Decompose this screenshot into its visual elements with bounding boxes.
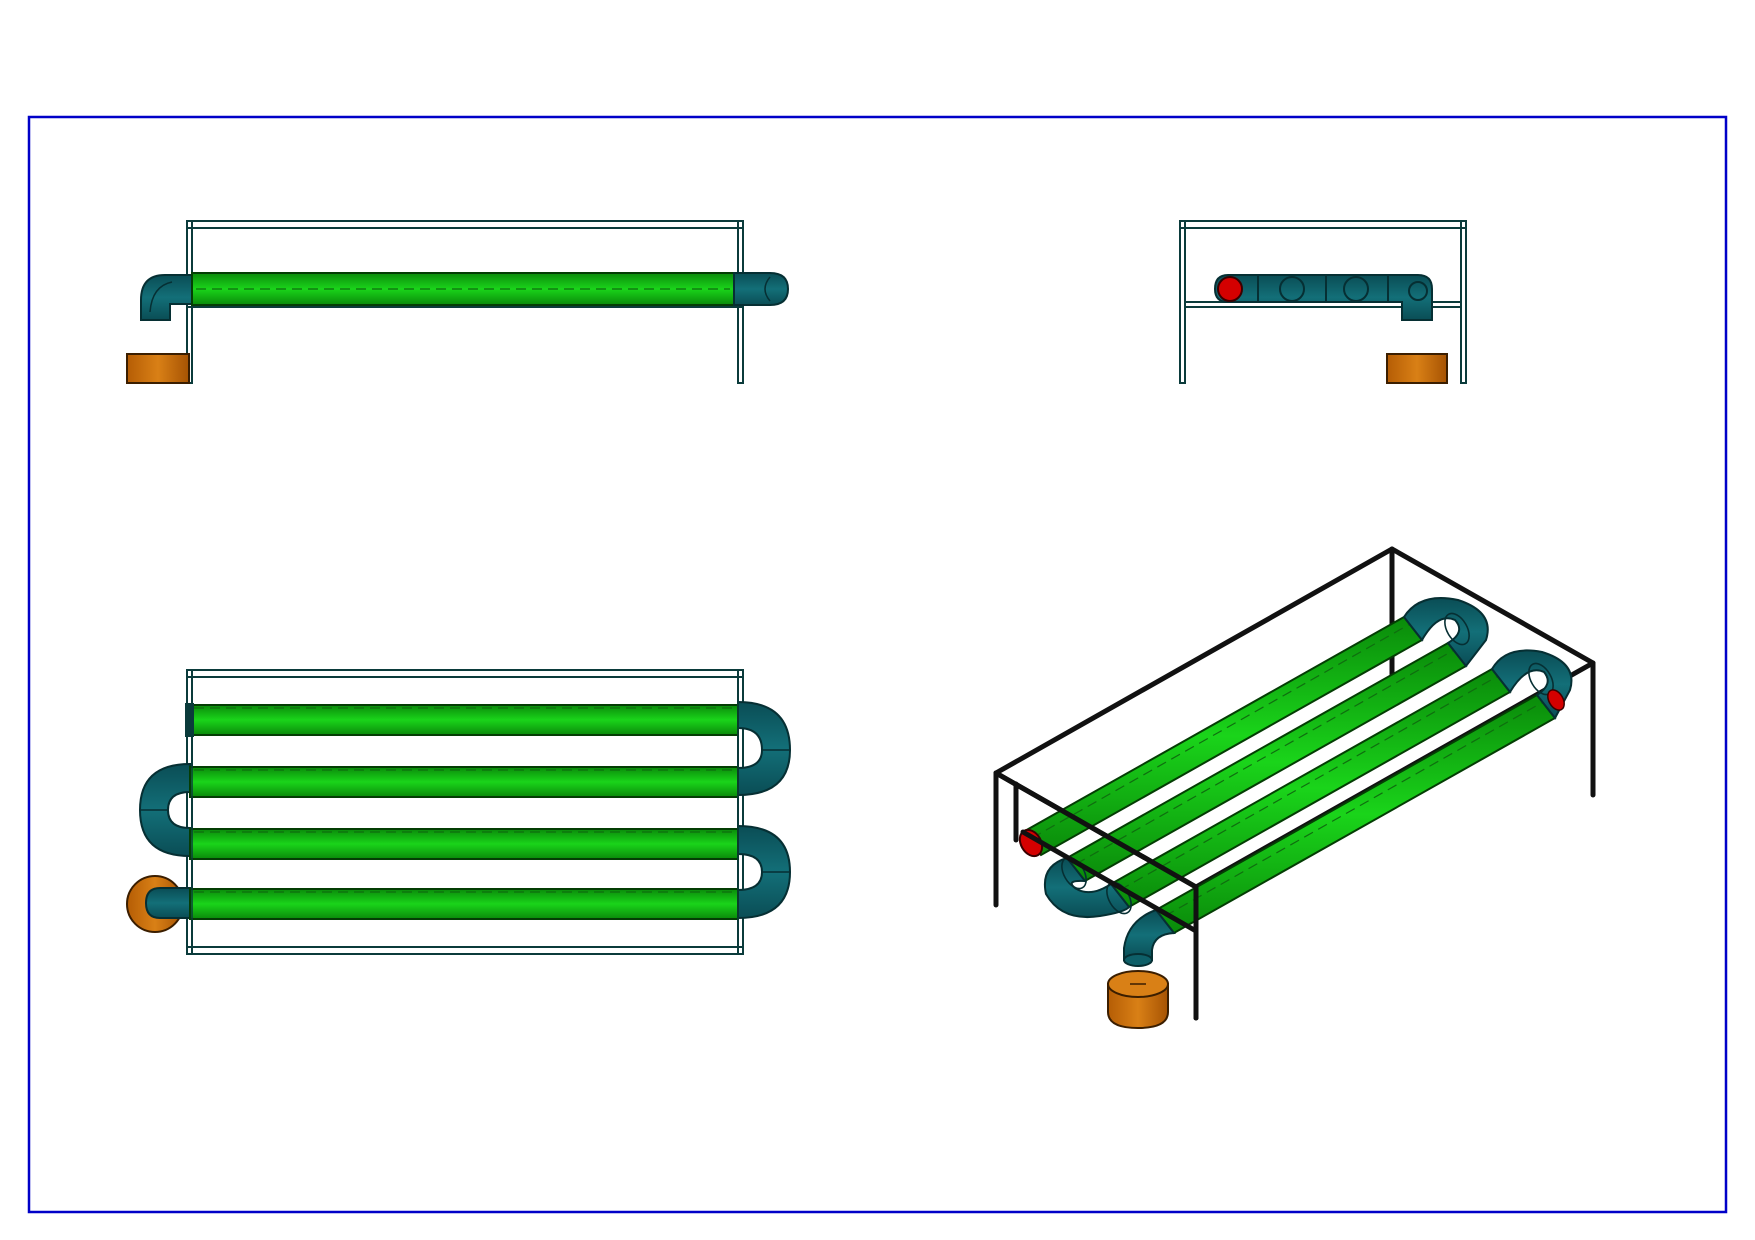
iso-bend-back-1 xyxy=(1402,597,1489,668)
tube-4 xyxy=(189,888,739,920)
front-end-bend xyxy=(733,272,790,306)
tube-2 xyxy=(189,766,739,798)
top-tube-hidden-lines xyxy=(194,707,734,893)
iso-base-block xyxy=(1107,970,1169,1030)
sheet-border xyxy=(27,115,1728,1214)
top-bend-seams xyxy=(140,749,790,873)
side-tube-row xyxy=(1213,274,1433,321)
tube-1-end-cap xyxy=(185,703,194,737)
iso-tubes xyxy=(1021,615,1557,935)
front-elbow-seam xyxy=(149,281,173,313)
iso-inlet-elbow-end xyxy=(1123,953,1153,967)
tube-1 xyxy=(186,704,739,736)
top-view xyxy=(126,669,792,955)
top-bend-right-1 xyxy=(737,700,792,797)
front-base-block xyxy=(126,353,190,384)
top-tubes xyxy=(186,704,739,920)
front-inlet-elbow xyxy=(140,274,193,321)
tube-3 xyxy=(189,828,739,860)
iso-frame-front xyxy=(993,770,1199,1021)
front-view xyxy=(126,220,790,384)
iso-tube-hidden-lines xyxy=(1031,623,1544,917)
side-tube-ends xyxy=(1257,276,1428,302)
side-outlet-cap xyxy=(1217,276,1243,302)
isometric-view xyxy=(993,546,1596,1030)
side-view xyxy=(1179,220,1467,384)
side-base-block xyxy=(1386,353,1448,384)
front-end-bend-seam xyxy=(764,276,771,302)
iso-back-cap xyxy=(1547,689,1565,711)
top-inlet-elbow xyxy=(144,887,193,919)
